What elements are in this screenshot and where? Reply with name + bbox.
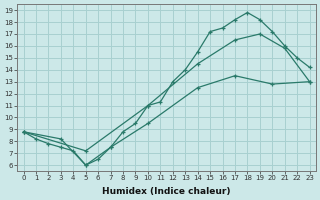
X-axis label: Humidex (Indice chaleur): Humidex (Indice chaleur)	[102, 187, 231, 196]
